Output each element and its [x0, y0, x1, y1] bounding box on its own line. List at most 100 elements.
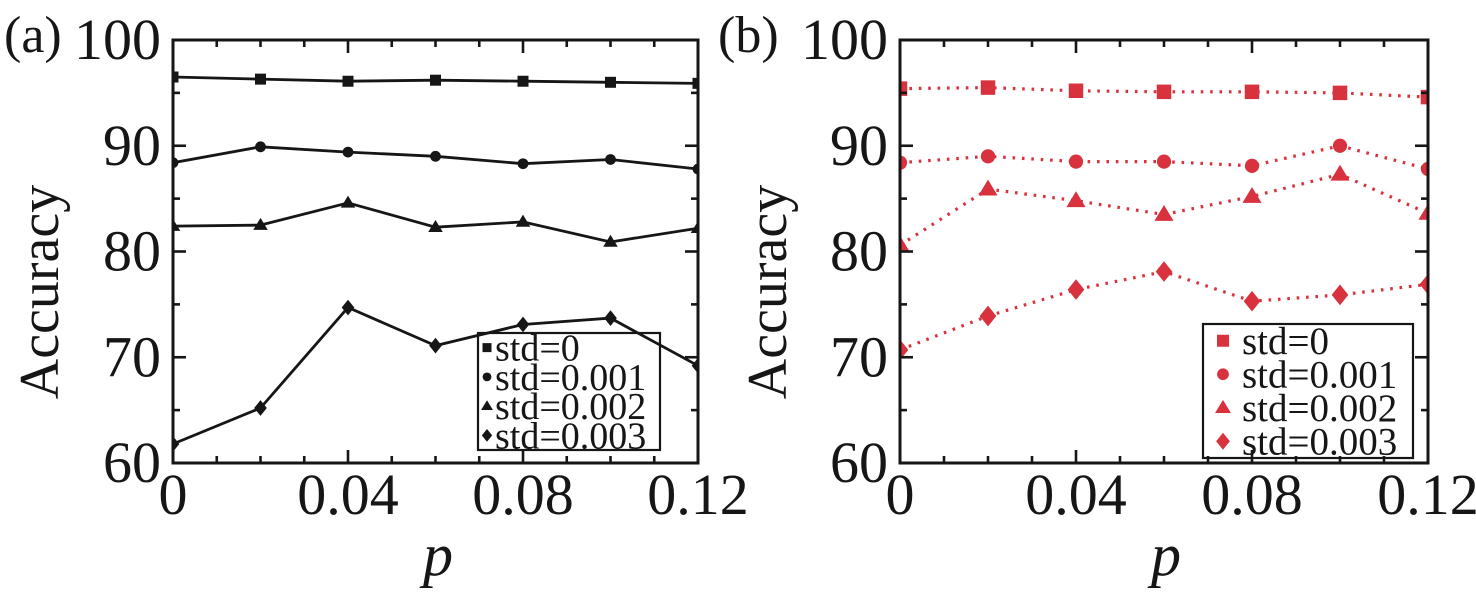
- panel-b-y-axis-title: Accuracy: [737, 185, 799, 400]
- legend-box: [1201, 322, 1415, 460]
- data-point-marker: [605, 154, 616, 165]
- legend-marker-square: [482, 343, 492, 353]
- data-point-marker: [1243, 290, 1261, 312]
- data-point-marker: [173, 71, 179, 83]
- legend-item-label: std=0.002: [1242, 387, 1397, 430]
- legend-item-label: std=0: [495, 328, 580, 370]
- x-tick-label: 0: [886, 462, 915, 527]
- data-point-marker: [1332, 138, 1348, 153]
- legend-marker-square: [1217, 334, 1229, 347]
- axis-ticks: [900, 40, 1428, 463]
- data-point-marker: [690, 221, 698, 234]
- data-point-marker: [1156, 84, 1172, 100]
- y-tick-label: 60: [830, 430, 888, 495]
- legend-item: std=0.002: [1215, 387, 1397, 430]
- data-point-marker: [1155, 261, 1173, 282]
- data-point-marker: [604, 310, 617, 326]
- y-tick-label: 70: [830, 324, 888, 389]
- data-point-marker: [1154, 204, 1174, 221]
- axis-tick-labels: 0 0.04 0.08 0.12 100 90 80 70 60: [801, 7, 1476, 527]
- y-tick-label: 80: [830, 219, 888, 284]
- data-point-marker: [605, 76, 616, 88]
- series-layer: [900, 80, 1428, 361]
- data-point-marker: [1420, 161, 1428, 177]
- legend-marker-triangle: [1215, 399, 1231, 413]
- y-tick-label: 80: [103, 219, 161, 284]
- legend-item: std=0.001: [1217, 354, 1397, 397]
- legend-item-label: std=0.002: [495, 386, 646, 428]
- y-tick-label: 100: [801, 7, 888, 72]
- legend-item: std=0.001: [482, 357, 646, 399]
- data-point-marker: [1156, 154, 1172, 169]
- data-point-marker: [980, 149, 996, 164]
- series-layer: [173, 71, 698, 452]
- data-point-marker: [173, 218, 181, 231]
- data-point-marker: [255, 73, 266, 85]
- series-std-0-003: [173, 299, 698, 452]
- data-point-marker: [1331, 284, 1349, 306]
- data-point-marker: [1418, 203, 1428, 220]
- data-point-marker: [429, 337, 442, 354]
- x-tick-label: 0.04: [297, 462, 399, 527]
- legend-marker-diamond: [481, 428, 493, 442]
- data-point-marker: [1420, 89, 1428, 105]
- series-std-0: [173, 71, 698, 89]
- data-point-marker: [1244, 158, 1260, 173]
- legend-item-label: std=0.001: [1242, 354, 1397, 397]
- data-point-marker: [342, 75, 354, 87]
- data-point-marker: [428, 219, 443, 232]
- data-point-marker: [516, 316, 530, 333]
- data-point-marker: [900, 155, 908, 170]
- legend-item-label: std=0.001: [495, 357, 646, 399]
- x-tick-label: 0.04: [1025, 462, 1127, 527]
- panel-a-y-axis-title: Accuracy: [9, 185, 71, 400]
- panel-a-label: (a): [4, 7, 62, 64]
- legend-item: std=0: [482, 328, 580, 370]
- axis-tick-labels: 0 0.04 0.08 0.12 100 90 80 70 60: [74, 7, 749, 527]
- legend-marker-triangle: [481, 400, 493, 411]
- x-tick-label: 0: [159, 462, 188, 527]
- y-tick-label: 60: [103, 430, 161, 495]
- series-std-0: [900, 80, 1428, 105]
- data-point-marker: [691, 357, 698, 374]
- data-point-marker: [517, 75, 529, 87]
- legend-item-label: std=0.003: [495, 415, 646, 457]
- series-std-0-003: [900, 261, 1428, 361]
- legend-item-label: std=0: [1242, 320, 1329, 363]
- data-point-marker: [1066, 191, 1086, 208]
- series-std-0-002: [173, 195, 698, 247]
- data-point-marker: [430, 150, 441, 162]
- data-point-marker: [253, 217, 268, 230]
- series-std-0-001: [900, 138, 1428, 177]
- data-point-marker: [1244, 84, 1260, 100]
- legend-box: [476, 331, 662, 452]
- data-point-marker: [603, 234, 618, 247]
- data-point-marker: [517, 158, 529, 170]
- data-point-marker: [692, 77, 698, 89]
- data-point-marker: [340, 195, 356, 208]
- legend-item: std=0.002: [481, 386, 646, 428]
- data-point-marker: [979, 305, 997, 327]
- x-tick-label: 0.12: [1377, 462, 1476, 527]
- data-point-marker: [430, 74, 441, 86]
- legend-item: std=0: [1217, 320, 1329, 363]
- data-point-marker: [1068, 83, 1084, 99]
- data-point-marker: [341, 299, 355, 316]
- legend-item: std=0.003: [481, 415, 646, 457]
- data-point-marker: [1332, 85, 1348, 101]
- data-point-marker: [173, 436, 180, 452]
- legend-marker-diamond: [1216, 432, 1230, 450]
- axis-ticks: [173, 40, 698, 463]
- data-point-marker: [342, 146, 354, 158]
- y-tick-label: 100: [74, 7, 161, 72]
- series-std-0-002: [900, 164, 1428, 252]
- data-point-marker: [900, 339, 909, 361]
- data-point-marker: [1242, 187, 1262, 203]
- data-point-marker: [1067, 279, 1085, 300]
- panel-b-label: (b): [718, 7, 779, 64]
- data-point-marker: [980, 80, 996, 95]
